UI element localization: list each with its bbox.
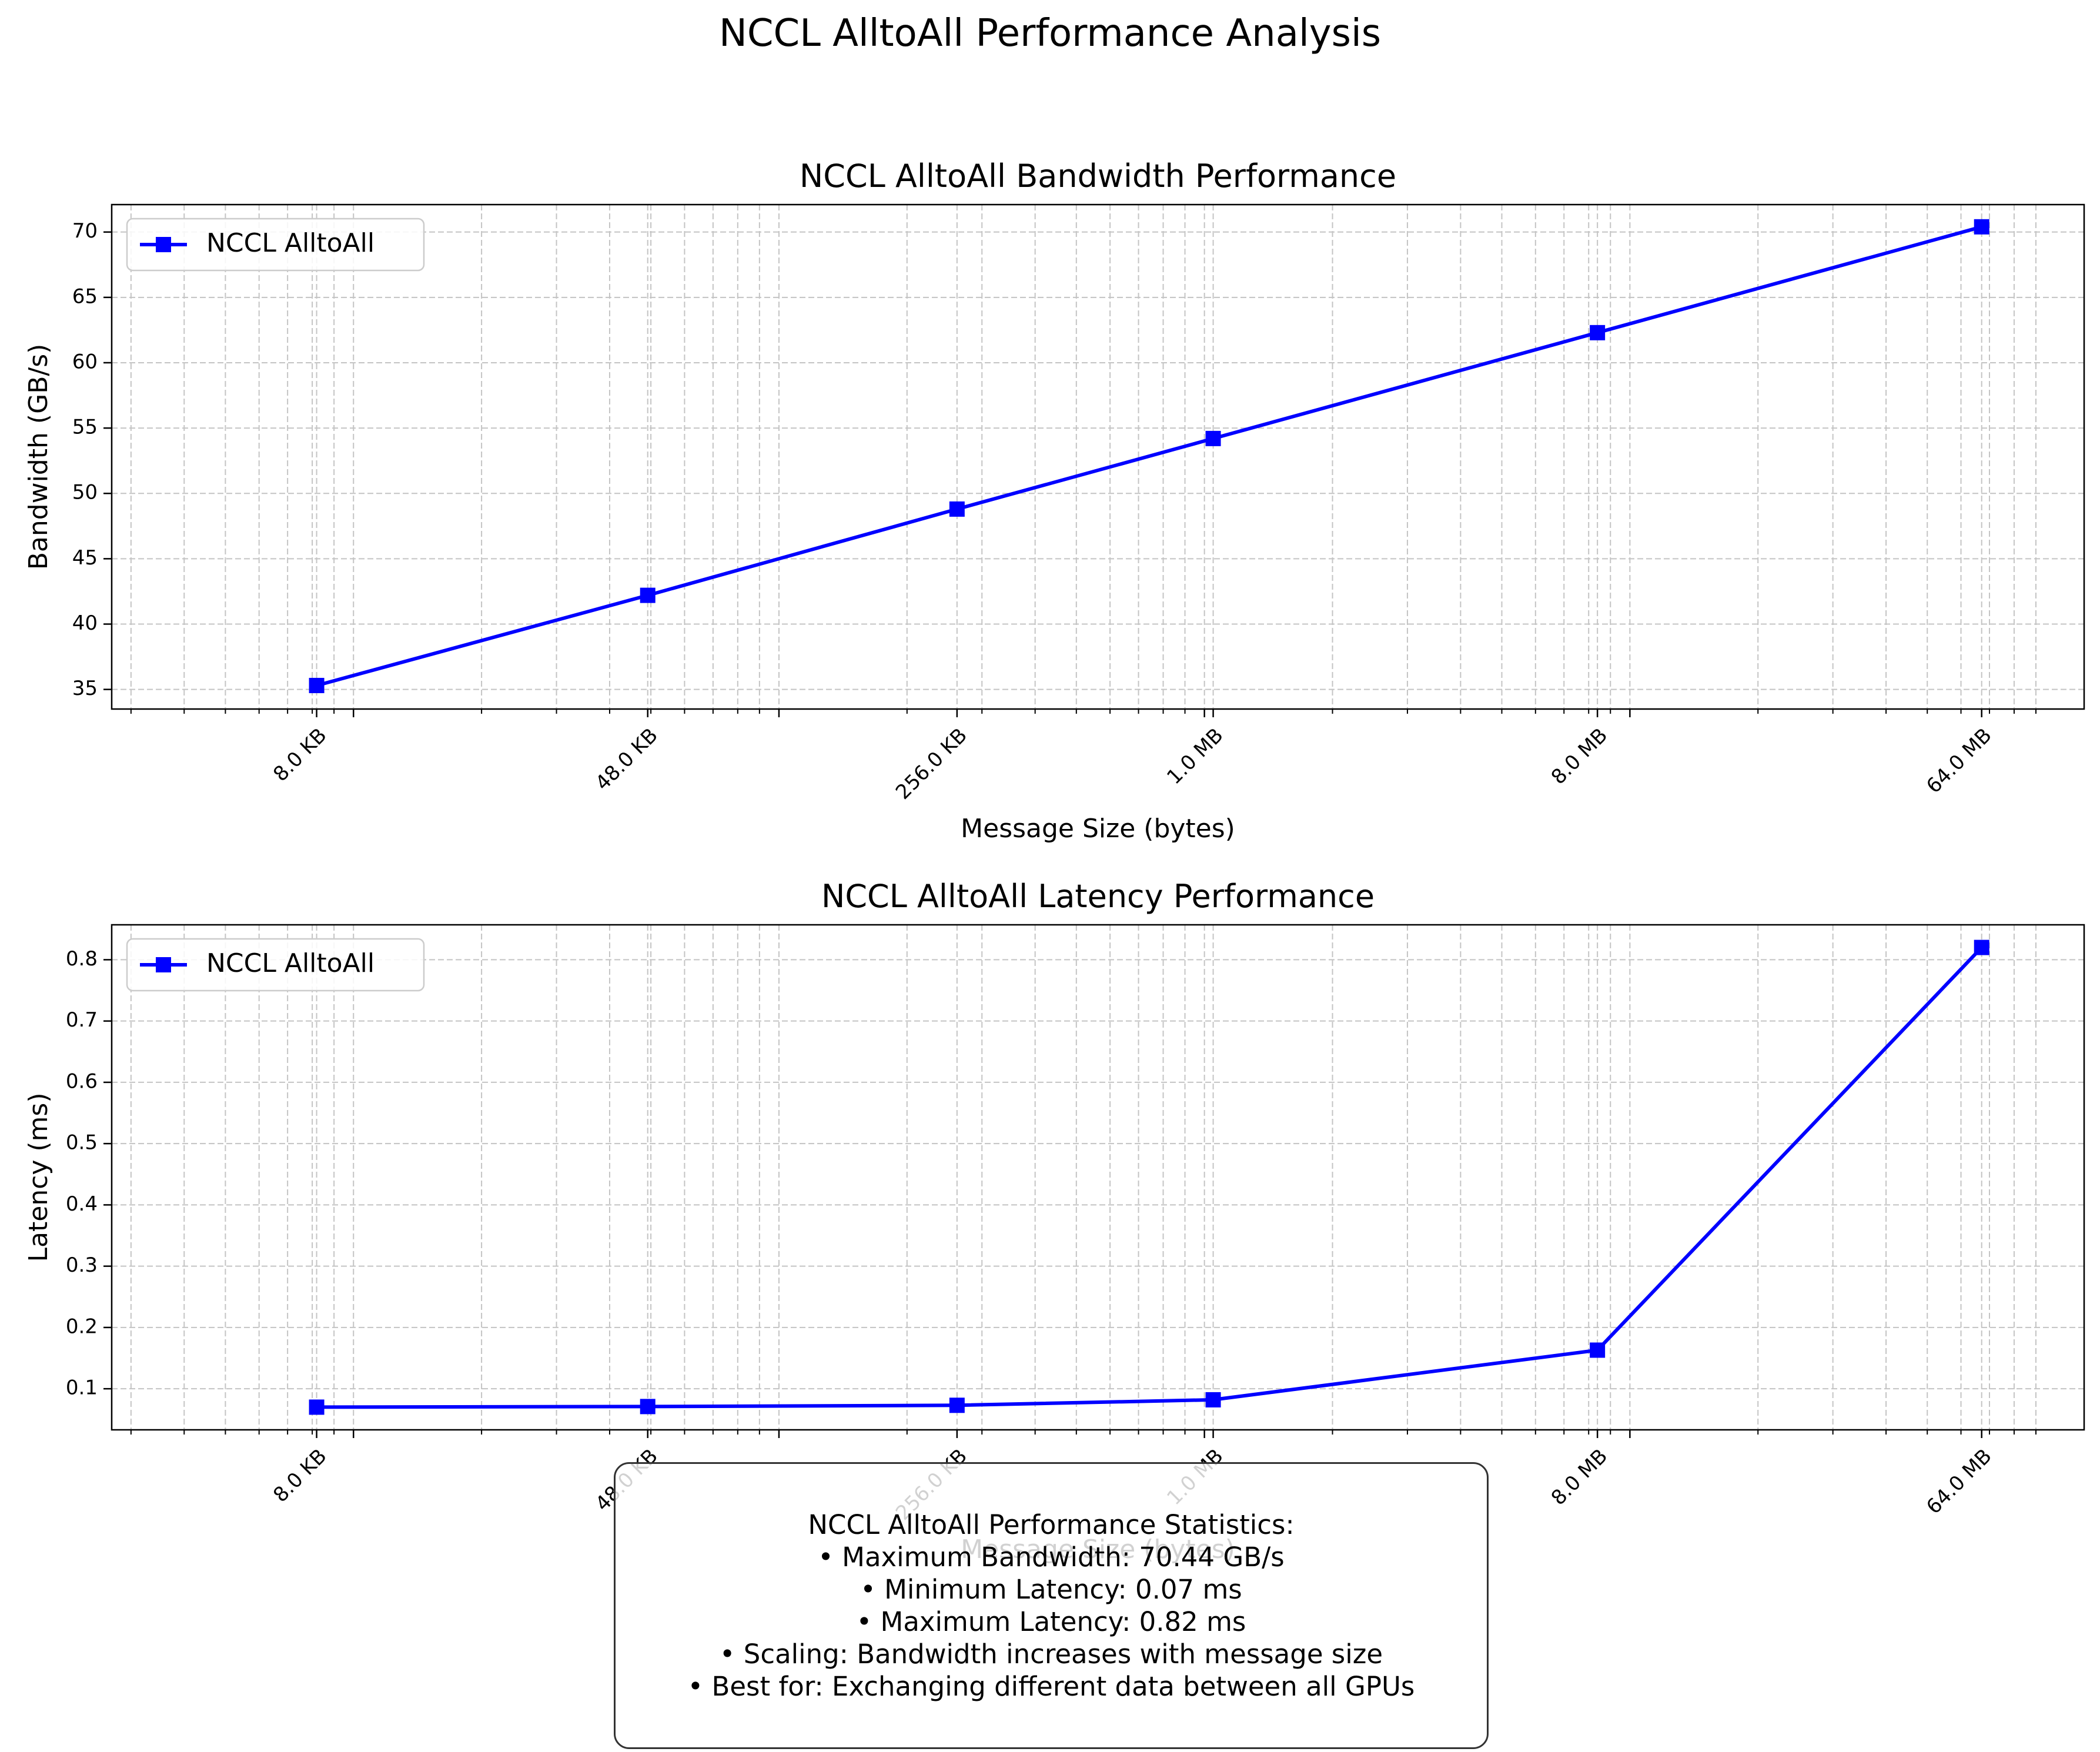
data-point-marker: [1205, 430, 1221, 446]
statistics-line-max-bandwidth: • Maximum Bandwidth: 70.44 GB/s: [818, 1542, 1285, 1573]
data-point-marker: [949, 501, 965, 517]
y-tick-label: 70: [72, 219, 98, 243]
statistics-box: NCCL AlltoAll Performance Statistics: • …: [614, 1462, 1489, 1749]
y-tick-label: 0.6: [66, 1069, 98, 1093]
statistics-line-min-latency: • Minimum Latency: 0.07 ms: [860, 1574, 1242, 1605]
legend-box: [126, 218, 425, 272]
figure-suptitle: NCCL AlltoAll Performance Analysis: [719, 12, 1381, 55]
legend-label: NCCL AlltoAll: [206, 228, 374, 258]
chart-title: NCCL AlltoAll Latency Performance: [821, 878, 1375, 915]
x-tick-label: 256.0 KB: [891, 724, 972, 804]
data-point-marker: [1974, 219, 1989, 235]
series-line: [315, 945, 1984, 1409]
chart-title: NCCL AlltoAll Bandwidth Performance: [800, 158, 1396, 195]
legend-marker: [156, 237, 171, 252]
x-tick-label: 8.0 MB: [1547, 724, 1612, 789]
x-tick-label: 64.0 MB: [1922, 1445, 1997, 1519]
data-point-marker: [1590, 1342, 1606, 1358]
y-axis-label: Latency (ms): [24, 1092, 53, 1262]
statistics-line-best-for: • Best for: Exchanging different data be…: [687, 1671, 1415, 1702]
legend-label: NCCL AlltoAll: [206, 948, 374, 978]
y-tick-label: 60: [72, 350, 98, 373]
y-axis-label: Bandwidth (GB/s): [24, 344, 53, 570]
y-tick-label: 45: [72, 546, 98, 570]
statistics-title: NCCL AlltoAll Performance Statistics:: [808, 1509, 1295, 1540]
y-tick-label: 35: [72, 677, 98, 700]
series-line: [315, 225, 1984, 687]
x-tick-label: 64.0 MB: [1922, 724, 1997, 798]
y-tick-label: 0.3: [66, 1253, 98, 1277]
data-point-marker: [640, 1399, 656, 1415]
x-tick-label: 48.0 KB: [591, 724, 663, 795]
y-tick-label: 0.7: [66, 1008, 98, 1032]
data-point-marker: [1974, 939, 1989, 955]
y-tick-label: 65: [72, 285, 98, 308]
y-tick-label: 50: [72, 481, 98, 504]
legend-box: [126, 938, 425, 992]
statistics-line-max-latency: • Maximum Latency: 0.82 ms: [856, 1606, 1246, 1637]
data-point-marker: [949, 1397, 965, 1413]
x-tick-label: 8.0 KB: [269, 724, 331, 786]
x-tick-label: 8.0 MB: [1547, 1445, 1612, 1510]
data-point-marker: [309, 677, 325, 693]
y-tick-label: 0.4: [66, 1192, 98, 1216]
y-tick-label: 0.1: [66, 1376, 98, 1400]
bandwidth-chart: 8.0 KB 48.0 KB 256.0 KB 1.0 MB 8.0 MB 64.0 MB…: [24, 158, 2085, 844]
x-axis-label: Message Size (bytes): [961, 814, 1235, 844]
y-tick-label: 55: [72, 416, 98, 439]
y-tick-label: 0.5: [66, 1131, 98, 1155]
axes-frame: [111, 924, 2085, 1431]
legend-marker: [156, 957, 171, 972]
data-point-marker: [640, 587, 656, 603]
axes-frame: [111, 203, 2085, 710]
data-point-marker: [1590, 325, 1606, 340]
y-tick-label: 0.2: [66, 1315, 98, 1338]
y-tick-label: 40: [72, 611, 98, 635]
y-tick-label: 0.8: [66, 947, 98, 971]
data-point-marker: [309, 1399, 325, 1415]
statistics-line-scaling: • Scaling: Bandwidth increases with mess…: [719, 1639, 1383, 1670]
x-tick-label: 8.0 KB: [269, 1445, 331, 1507]
x-tick-label: 1.0 MB: [1162, 724, 1228, 789]
data-point-marker: [1205, 1392, 1221, 1407]
